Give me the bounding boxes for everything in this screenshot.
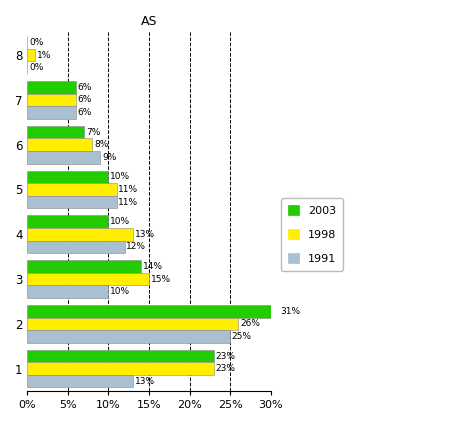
Text: 1%: 1% xyxy=(37,51,51,60)
Bar xyxy=(27,126,84,139)
Bar xyxy=(27,285,108,298)
Text: 10%: 10% xyxy=(110,217,130,226)
Text: 13%: 13% xyxy=(135,377,155,385)
Text: 23%: 23% xyxy=(216,351,236,360)
Legend: 2003, 1998, 1991: 2003, 1998, 1991 xyxy=(281,198,343,271)
Bar xyxy=(27,106,76,119)
Text: 11%: 11% xyxy=(118,185,138,194)
Bar xyxy=(27,241,125,253)
Text: 9%: 9% xyxy=(102,153,117,162)
Text: 26%: 26% xyxy=(240,319,260,329)
Bar xyxy=(27,260,141,273)
Bar xyxy=(27,317,238,330)
Bar xyxy=(27,215,108,228)
Title: AS: AS xyxy=(141,15,158,28)
Text: 31%: 31% xyxy=(280,307,301,316)
Bar xyxy=(27,151,100,164)
Bar xyxy=(27,139,92,151)
Text: 6%: 6% xyxy=(78,108,92,117)
Text: 6%: 6% xyxy=(78,96,92,105)
Bar xyxy=(27,183,117,196)
Bar xyxy=(27,94,76,106)
Text: 23%: 23% xyxy=(216,364,236,373)
Text: 8%: 8% xyxy=(94,140,108,149)
Bar xyxy=(27,363,214,375)
Bar xyxy=(27,49,36,62)
Text: 14%: 14% xyxy=(143,262,162,271)
Bar xyxy=(27,305,279,317)
Text: 6%: 6% xyxy=(78,83,92,92)
Bar xyxy=(27,81,76,94)
Bar xyxy=(27,196,117,208)
Text: 7%: 7% xyxy=(86,128,100,137)
Bar xyxy=(27,330,230,343)
Bar xyxy=(27,171,108,183)
Text: 0%: 0% xyxy=(29,38,43,47)
Text: 25%: 25% xyxy=(232,332,252,341)
Text: 13%: 13% xyxy=(135,230,155,239)
Text: 15%: 15% xyxy=(151,275,171,283)
Text: 11%: 11% xyxy=(118,198,138,207)
Text: 12%: 12% xyxy=(126,242,146,251)
Bar xyxy=(27,375,133,388)
Bar xyxy=(27,350,214,363)
Bar xyxy=(27,228,133,241)
Text: 10%: 10% xyxy=(110,173,130,181)
Text: 10%: 10% xyxy=(110,287,130,296)
Text: 0%: 0% xyxy=(29,63,43,72)
Bar xyxy=(27,273,149,285)
